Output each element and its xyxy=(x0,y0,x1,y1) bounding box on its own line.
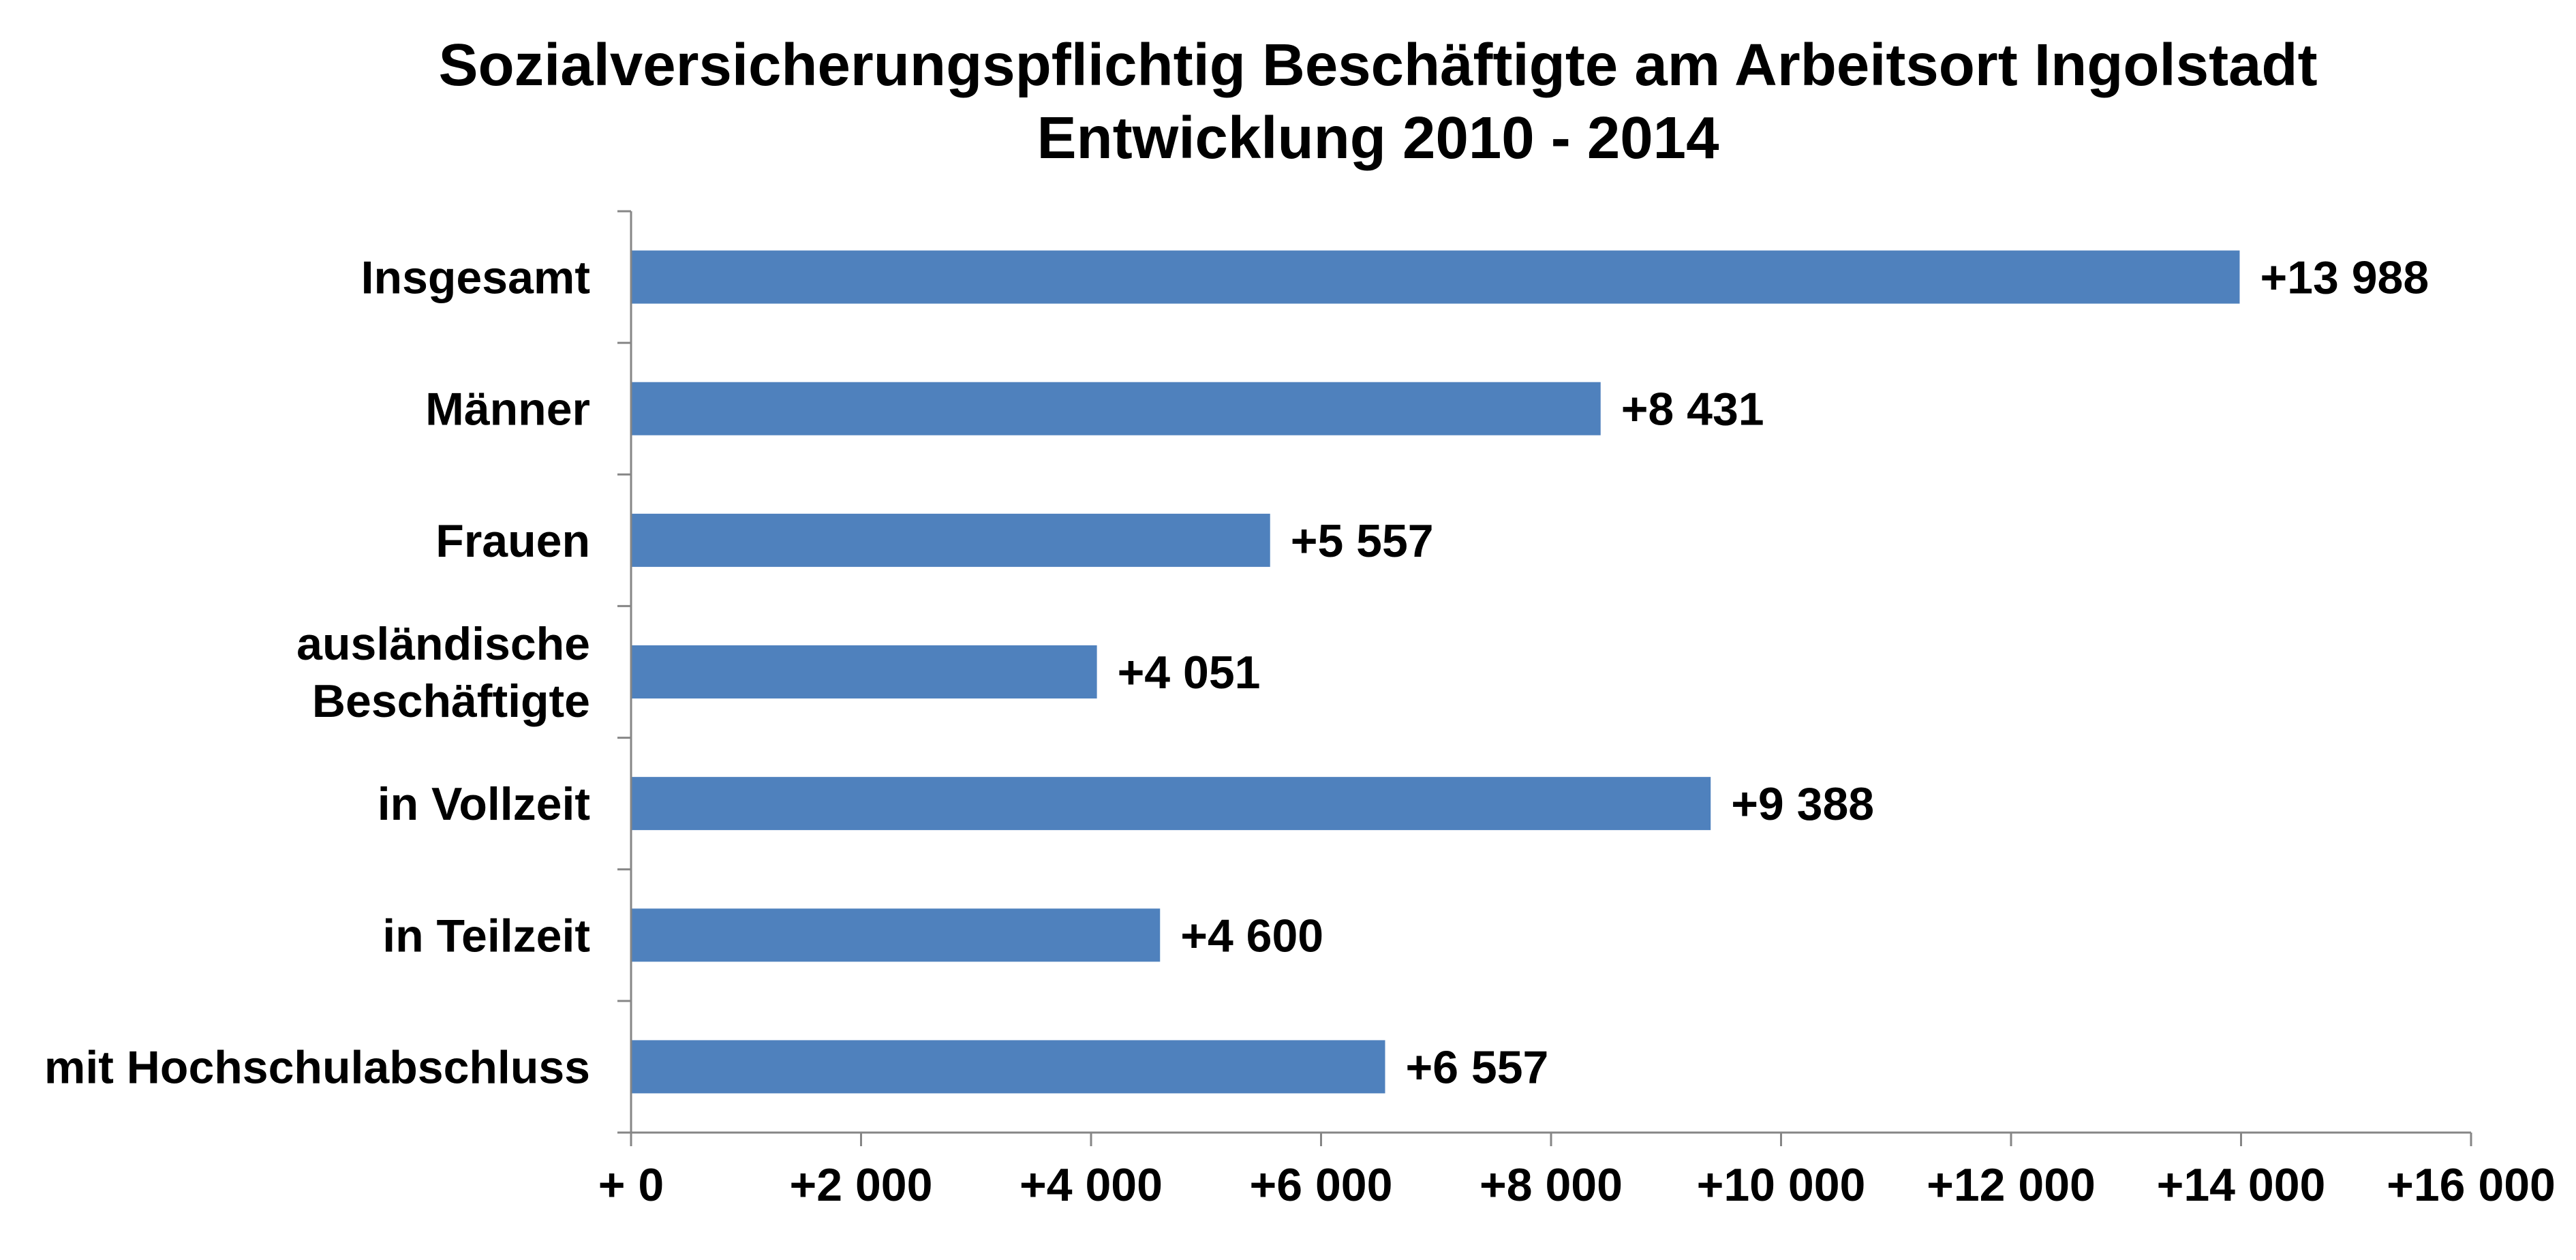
data-label: +5 557 xyxy=(1291,515,1434,567)
x-tick-label: +2 000 xyxy=(790,1159,933,1211)
bar xyxy=(631,908,1161,962)
chart-subtitle: Entwicklung 2010 - 2014 xyxy=(1037,105,1719,171)
data-label: +8 431 xyxy=(1621,384,1764,435)
y-tick-label: Insgesamt xyxy=(361,252,590,304)
x-tick-label: +6 000 xyxy=(1250,1159,1393,1211)
data-label: +6 557 xyxy=(1405,1041,1548,1093)
bar xyxy=(631,250,2240,304)
x-tick-label: +8 000 xyxy=(1479,1159,1623,1211)
y-tick-label: in Teilzeit xyxy=(382,910,590,962)
data-label: +4 051 xyxy=(1118,647,1261,698)
x-tick-label: +14 000 xyxy=(2157,1159,2326,1211)
x-tick-label: +4 000 xyxy=(1019,1159,1163,1211)
y-tick-label: in Vollzeit xyxy=(378,778,590,830)
bar xyxy=(631,382,1601,435)
data-label: +13 988 xyxy=(2260,252,2429,304)
y-tick-label: Beschäftigte xyxy=(312,675,590,727)
data-label: +4 600 xyxy=(1180,910,1323,962)
x-tick-label: +12 000 xyxy=(1927,1159,2096,1211)
y-tick-label: Männer xyxy=(425,384,590,435)
bar xyxy=(631,777,1711,831)
plot-area: +13 988 Insgesamt +8 431 Männer +5 557 Frauen… xyxy=(44,210,2556,1211)
bar xyxy=(631,1040,1385,1094)
y-tick-label: mit Hochschulabschluss xyxy=(44,1041,590,1093)
bar xyxy=(631,645,1097,698)
y-tick-label: Frauen xyxy=(435,515,590,567)
data-label: +9 388 xyxy=(1731,778,1874,830)
chart-title: Sozialversicherungspflichtig Beschäftigt… xyxy=(438,32,2317,98)
x-tick-label: +16 000 xyxy=(2387,1159,2556,1211)
y-tick-label: ausländische xyxy=(296,618,590,670)
x-tick-label: +10 000 xyxy=(1697,1159,1866,1211)
x-tick-label: + 0 xyxy=(598,1159,664,1211)
bar xyxy=(631,513,1270,567)
